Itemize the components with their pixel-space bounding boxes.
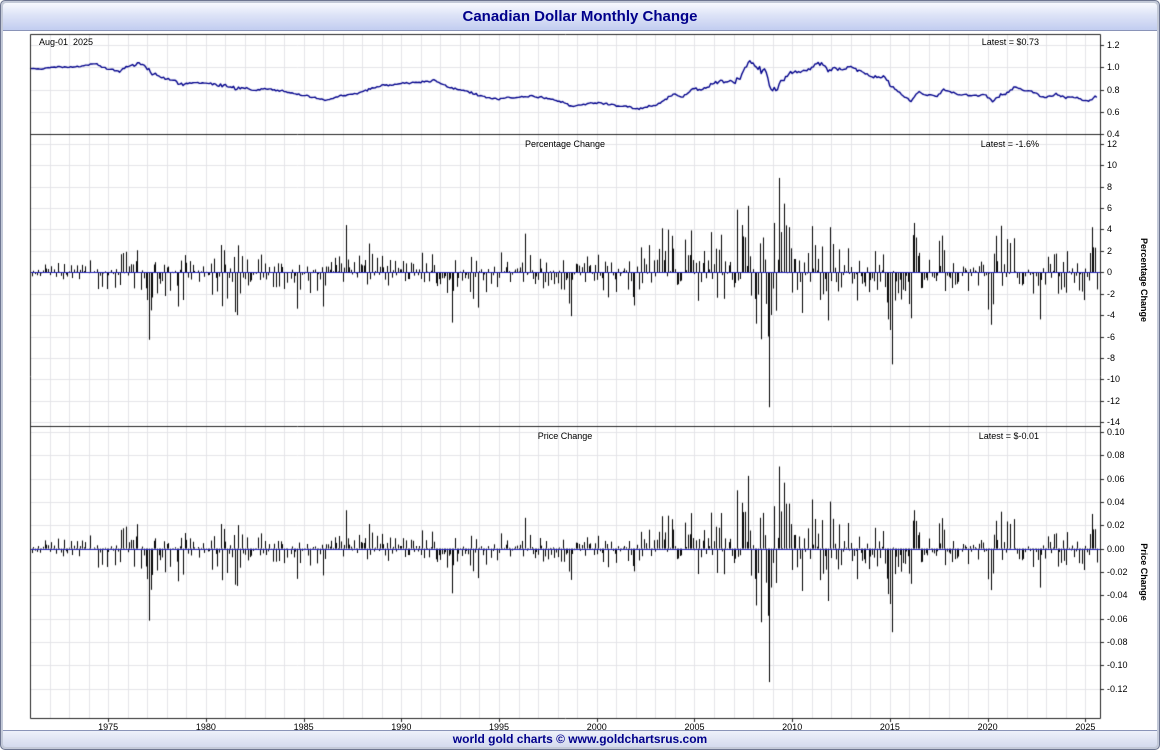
y-tick-label: 0.08 bbox=[1107, 450, 1125, 461]
x-tick-label: 1990 bbox=[391, 722, 412, 730]
x-tick-label: 2010 bbox=[782, 722, 803, 730]
date-label: Aug-01 2025 bbox=[39, 37, 94, 47]
y-tick-label: 0.04 bbox=[1107, 496, 1125, 507]
chart-area: Aug-01 2025 Latest = $0.73 Percentage Ch… bbox=[3, 31, 1157, 730]
y-tick-label: 0.8 bbox=[1107, 84, 1120, 95]
title-bar: Canadian Dollar Monthly Change bbox=[3, 3, 1157, 31]
x-tick-label: 2005 bbox=[684, 722, 705, 730]
footer-text: world gold charts © www.goldchartsrus.co… bbox=[452, 732, 708, 746]
y-tick-label: 0.00 bbox=[1107, 543, 1125, 554]
x-tick-label: 1975 bbox=[98, 722, 119, 730]
x-tick-label: 2025 bbox=[1075, 722, 1096, 730]
y-tick-label: 1.2 bbox=[1107, 40, 1120, 51]
footer-bar: world gold charts © www.goldchartsrus.co… bbox=[3, 730, 1157, 747]
y-tick-label: -0.08 bbox=[1107, 637, 1128, 648]
x-tick-label: 1980 bbox=[195, 722, 216, 730]
y-tick-label: -0.12 bbox=[1107, 683, 1128, 694]
page-title: Canadian Dollar Monthly Change bbox=[462, 8, 698, 25]
y-tick-label: 1.0 bbox=[1107, 62, 1120, 73]
y-tick-label: 6 bbox=[1107, 202, 1113, 213]
y-tick-label: 0.06 bbox=[1107, 473, 1125, 484]
x-tick-label: 2015 bbox=[879, 722, 900, 730]
y-tick-label: 0.4 bbox=[1107, 129, 1120, 139]
y-tick-label: -0.02 bbox=[1107, 567, 1128, 577]
y-tick-label: -12 bbox=[1107, 395, 1121, 406]
y-tick-label: 4 bbox=[1107, 224, 1113, 235]
price-change-axis-title: Price Change bbox=[1139, 543, 1149, 601]
x-tick-label: 1985 bbox=[293, 722, 314, 730]
y-tick-label: -14 bbox=[1107, 417, 1121, 428]
y-tick-label: 0.10 bbox=[1107, 426, 1125, 437]
y-tick-label: 2 bbox=[1107, 245, 1113, 256]
y-tick-label: -2 bbox=[1107, 288, 1116, 299]
y-tick-label: -4 bbox=[1107, 310, 1116, 321]
y-tick-label: -10 bbox=[1107, 374, 1121, 385]
price-change-panel-title: Price Change bbox=[537, 431, 593, 441]
y-tick-label: 0.6 bbox=[1107, 106, 1120, 117]
x-tick-label: 1995 bbox=[489, 722, 510, 730]
y-tick-label: 0.02 bbox=[1107, 520, 1125, 531]
pct-axis-title: Percentage Change bbox=[1139, 237, 1149, 323]
y-tick-label: 8 bbox=[1107, 181, 1113, 192]
x-tick-label: 2020 bbox=[977, 722, 998, 730]
pct-latest-label: Latest = -1.6% bbox=[980, 139, 1039, 149]
y-tick-label: 10 bbox=[1107, 160, 1118, 171]
price-change-latest-label: Latest = $-0.01 bbox=[978, 431, 1039, 441]
y-tick-label: -8 bbox=[1107, 352, 1116, 363]
y-tick-label: -0.10 bbox=[1107, 660, 1128, 671]
pct-panel-title: Percentage Change bbox=[524, 139, 606, 149]
chart-canvas bbox=[3, 31, 1157, 730]
y-tick-label: 0 bbox=[1107, 267, 1113, 278]
y-tick-label: 12 bbox=[1107, 138, 1118, 149]
y-tick-label: -0.06 bbox=[1107, 613, 1128, 624]
y-tick-label: -6 bbox=[1107, 331, 1116, 342]
y-tick-label: -0.04 bbox=[1107, 590, 1128, 601]
x-tick-label: 2000 bbox=[586, 722, 607, 730]
price-latest-label: Latest = $0.73 bbox=[981, 37, 1039, 47]
